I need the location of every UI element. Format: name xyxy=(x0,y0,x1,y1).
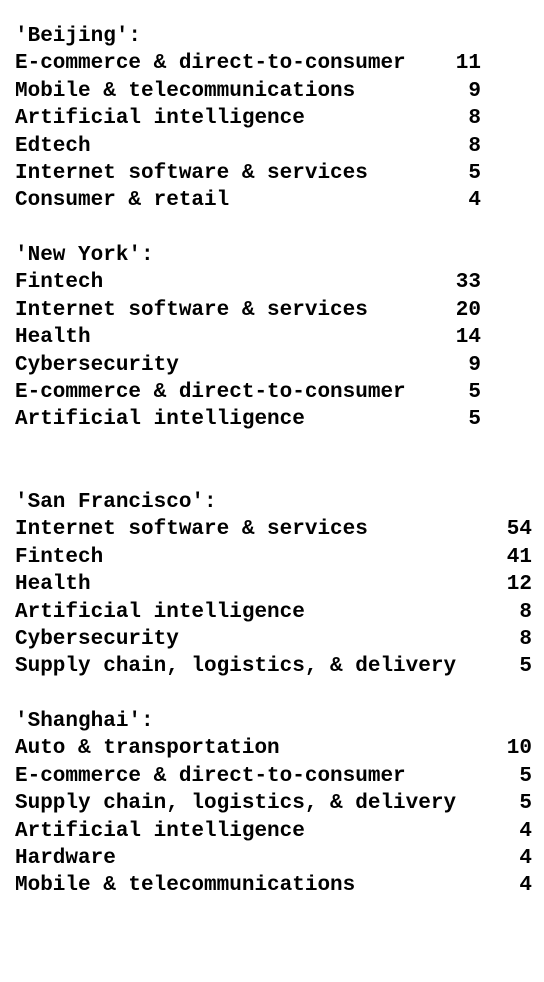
group-beijing: 'Beijing': E-commerce & direct-to-consum… xyxy=(15,23,481,215)
item-count: 33 xyxy=(455,271,481,295)
item-count: 9 xyxy=(468,79,481,103)
group-title: 'New York': xyxy=(15,244,154,267)
item-label: Artificial intelligence xyxy=(15,819,305,843)
group-title: 'Shanghai': xyxy=(15,710,154,733)
list-item: Supply chain, logistics, & delivery 5 xyxy=(15,790,532,817)
list-item: Fintech 33 xyxy=(15,269,481,296)
item-label: Fintech xyxy=(15,271,104,295)
item-label: Cybersecurity xyxy=(15,627,179,651)
list-item: Artificial intelligence 8 xyxy=(15,599,532,626)
item-label: Internet software & services xyxy=(15,518,368,542)
group-shanghai: 'Shanghai': Auto & transportation 10 E-c… xyxy=(15,708,532,900)
item-count: 5 xyxy=(468,161,481,185)
list-item: E-commerce & direct-to-consumer 11 xyxy=(15,50,481,77)
item-label: Artificial intelligence xyxy=(15,107,305,131)
list-item: E-commerce & direct-to-consumer 5 xyxy=(15,379,481,406)
group-title: 'Beijing': xyxy=(15,25,142,48)
item-count: 11 xyxy=(455,52,481,76)
item-label: Health xyxy=(15,326,91,350)
item-count: 5 xyxy=(519,792,532,816)
item-count: 5 xyxy=(519,655,532,679)
list-item: Artificial intelligence 5 xyxy=(15,406,481,433)
list-item: Health 14 xyxy=(15,324,481,351)
item-count: 4 xyxy=(519,846,532,870)
item-label: Consumer & retail xyxy=(15,189,230,213)
list-item: Supply chain, logistics, & delivery 5 xyxy=(15,653,532,680)
item-count: 8 xyxy=(519,627,532,651)
output-text: 'Beijing': E-commerce & direct-to-consum… xyxy=(15,23,532,900)
item-label: Fintech xyxy=(15,545,104,569)
list-item: Consumer & retail 4 xyxy=(15,187,481,214)
item-label: Mobile & telecommunications xyxy=(15,79,356,103)
item-count: 9 xyxy=(468,353,481,377)
item-label: E-commerce & direct-to-consumer xyxy=(15,380,406,404)
item-count: 5 xyxy=(519,764,532,788)
item-label: Artificial intelligence xyxy=(15,600,305,624)
list-item: Internet software & services 54 xyxy=(15,516,532,543)
item-count: 20 xyxy=(455,298,481,322)
item-label: Artificial intelligence xyxy=(15,408,305,432)
item-count: 41 xyxy=(506,545,532,569)
item-count: 5 xyxy=(468,380,481,404)
list-item: Fintech 41 xyxy=(15,544,532,571)
item-label: Mobile & telecommunications xyxy=(15,874,356,898)
item-count: 8 xyxy=(468,107,481,131)
list-item: Mobile & telecommunications 4 xyxy=(15,872,532,899)
list-item: Internet software & services 20 xyxy=(15,297,481,324)
item-label: E-commerce & direct-to-consumer xyxy=(15,52,406,76)
group-new-york: 'New York': Fintech 33 Internet software… xyxy=(15,242,481,434)
item-count: 54 xyxy=(506,518,532,542)
item-label: Cybersecurity xyxy=(15,353,179,377)
list-item: Cybersecurity 8 xyxy=(15,626,532,653)
item-count: 10 xyxy=(506,737,532,761)
item-count: 4 xyxy=(468,189,481,213)
list-item: Internet software & services 5 xyxy=(15,160,481,187)
list-item: Cybersecurity 9 xyxy=(15,352,481,379)
list-item: Health 12 xyxy=(15,571,532,598)
item-count: 5 xyxy=(468,408,481,432)
item-count: 12 xyxy=(506,573,532,597)
item-label: Internet software & services xyxy=(15,161,368,185)
list-item: Hardware 4 xyxy=(15,845,532,872)
list-item: Artificial intelligence 8 xyxy=(15,105,481,132)
group-title: 'San Francisco': xyxy=(15,491,217,514)
item-label: Hardware xyxy=(15,846,116,870)
item-label: Internet software & services xyxy=(15,298,368,322)
item-label: Supply chain, logistics, & delivery xyxy=(15,792,457,816)
list-item: Mobile & telecommunications 9 xyxy=(15,78,481,105)
item-label: Auto & transportation xyxy=(15,737,280,761)
group-san-francisco: 'San Francisco': Internet software & ser… xyxy=(15,489,532,681)
list-item: Edtech 8 xyxy=(15,133,481,160)
list-item: E-commerce & direct-to-consumer 5 xyxy=(15,763,532,790)
item-count: 8 xyxy=(519,600,532,624)
item-count: 4 xyxy=(519,874,532,898)
item-label: Supply chain, logistics, & delivery xyxy=(15,655,457,679)
item-count: 14 xyxy=(455,326,481,350)
item-count: 4 xyxy=(519,819,532,843)
item-label: Health xyxy=(15,573,91,597)
list-item: Artificial intelligence 4 xyxy=(15,818,532,845)
item-count: 8 xyxy=(468,134,481,158)
item-label: Edtech xyxy=(15,134,91,158)
item-label: E-commerce & direct-to-consumer xyxy=(15,764,406,788)
list-item: Auto & transportation 10 xyxy=(15,735,532,762)
